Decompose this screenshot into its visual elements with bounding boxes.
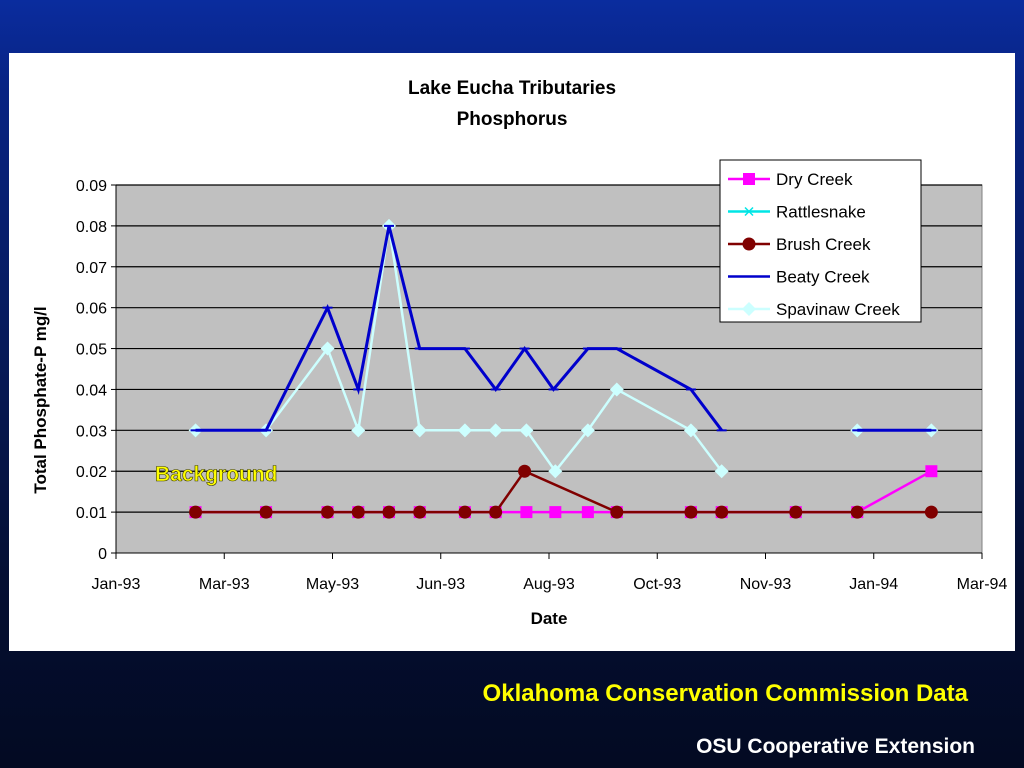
brush-creek-point <box>924 505 938 519</box>
line-chart: Lake Eucha Tributaries Phosphorus 00.010… <box>31 78 1008 628</box>
y-tick-label: 0 <box>98 546 107 563</box>
chart-subtitle: Phosphorus <box>457 109 568 130</box>
legend-label: Spavinaw Creek <box>776 300 900 319</box>
brush-creek-point <box>351 505 365 519</box>
spavinaw-creek-point <box>488 423 503 438</box>
legend-swatch-marker <box>742 302 756 316</box>
x-tick-label: Nov-93 <box>740 576 792 593</box>
brush-creek-point <box>321 505 335 519</box>
dry-creek-point <box>581 506 594 519</box>
x-tick-label: Aug-93 <box>523 576 575 593</box>
brush-creek-series <box>189 464 938 519</box>
legend-item-spavinaw-creek: Spavinaw Creek <box>728 300 900 319</box>
brush-creek-point <box>789 505 803 519</box>
brush-creek-point <box>382 505 396 519</box>
spavinaw-creek-point <box>714 464 729 479</box>
spavinaw-creek-point <box>320 341 335 356</box>
y-tick-label: 0.01 <box>76 505 107 522</box>
y-tick-label: 0.08 <box>76 219 107 236</box>
dry-creek-point <box>925 465 938 478</box>
spavinaw-creek-point <box>412 423 427 438</box>
brush-creek-point <box>610 505 624 519</box>
brush-creek-point <box>458 505 472 519</box>
legend-swatch-marker <box>742 237 756 251</box>
spavinaw-creek-point <box>580 423 595 438</box>
x-axis-label: Date <box>531 609 568 628</box>
brush-creek-point <box>850 505 864 519</box>
legend-label: Beaty Creek <box>776 268 870 287</box>
spavinaw-creek-point <box>351 423 366 438</box>
x-tick-label: Jan-94 <box>849 576 898 593</box>
y-tick-label: 0.02 <box>76 464 107 481</box>
legend-swatch-marker <box>743 173 755 185</box>
brush-creek-point <box>259 505 273 519</box>
x-marker-stroke <box>744 206 754 217</box>
spavinaw-creek-point <box>548 464 563 479</box>
legend: Dry Creek Rattlesnake Brush Creek Beaty Cre… <box>719 159 922 323</box>
legend-item-rattlesnake: Rattlesnake <box>728 203 866 222</box>
legend-label: Dry Creek <box>776 170 853 189</box>
source-footer: Oklahoma Conservation Commission Data <box>482 680 968 707</box>
brush-creek-point <box>518 464 532 478</box>
spavinaw-creek-line <box>195 225 723 474</box>
brush-creek-point <box>489 505 503 519</box>
dry-creek-point <box>549 506 562 519</box>
x-tick-label: Mar-94 <box>957 576 1008 593</box>
legend-item-beaty-creek: Beaty Creek <box>728 268 870 287</box>
x-tick-label: Jun-93 <box>416 576 465 593</box>
y-tick-label: 0.04 <box>76 382 107 399</box>
series-layer <box>188 218 939 519</box>
x-tick-label: Jan-93 <box>92 576 141 593</box>
y-tick-label: 0.03 <box>76 423 107 440</box>
dry-creek-point <box>520 506 533 519</box>
brush-creek-point <box>413 505 427 519</box>
x-tick-label: Oct-93 <box>633 576 681 593</box>
legend-item-brush-creek: Brush Creek <box>728 235 871 254</box>
spavinaw-creek-series <box>188 218 939 479</box>
credit-footer: OSU Cooperative Extension <box>696 735 975 758</box>
beaty-creek-series <box>190 224 937 432</box>
chart-title: Lake Eucha Tributaries <box>408 78 616 99</box>
y-tick-label: 0.05 <box>76 342 107 359</box>
y-tick-label: 0.07 <box>76 260 107 277</box>
x-tick-label: Mar-93 <box>199 576 250 593</box>
y-axis-label: Total Phosphate-P mg/l <box>31 306 50 493</box>
chart-panel: Lake Eucha Tributaries Phosphorus 0 0.01 0… <box>9 53 1015 651</box>
legend-swatch-marker <box>744 206 754 217</box>
legend-label: Brush Creek <box>776 235 871 254</box>
legend-label: Rattlesnake <box>776 203 866 222</box>
axes: 0 0.01 0.02 0.03 0.04 0.05 0.06 0.07 0.08 0.09 Jan… <box>76 178 1008 593</box>
y-tick-label: 0.06 <box>76 301 107 318</box>
legend-item-dry-creek: Dry Creek <box>728 170 853 189</box>
x-tick-label: May-93 <box>306 576 359 593</box>
brush-creek-point <box>715 505 729 519</box>
brush-creek-point <box>189 505 203 519</box>
background-annotation: Background <box>155 463 278 486</box>
brush-creek-point <box>684 505 698 519</box>
y-tick-label: 0.09 <box>76 178 107 195</box>
spavinaw-creek-point <box>519 423 534 438</box>
spavinaw-creek-point <box>457 423 472 438</box>
spavinaw-creek-point <box>683 423 698 438</box>
spavinaw-creek-point <box>609 382 624 397</box>
